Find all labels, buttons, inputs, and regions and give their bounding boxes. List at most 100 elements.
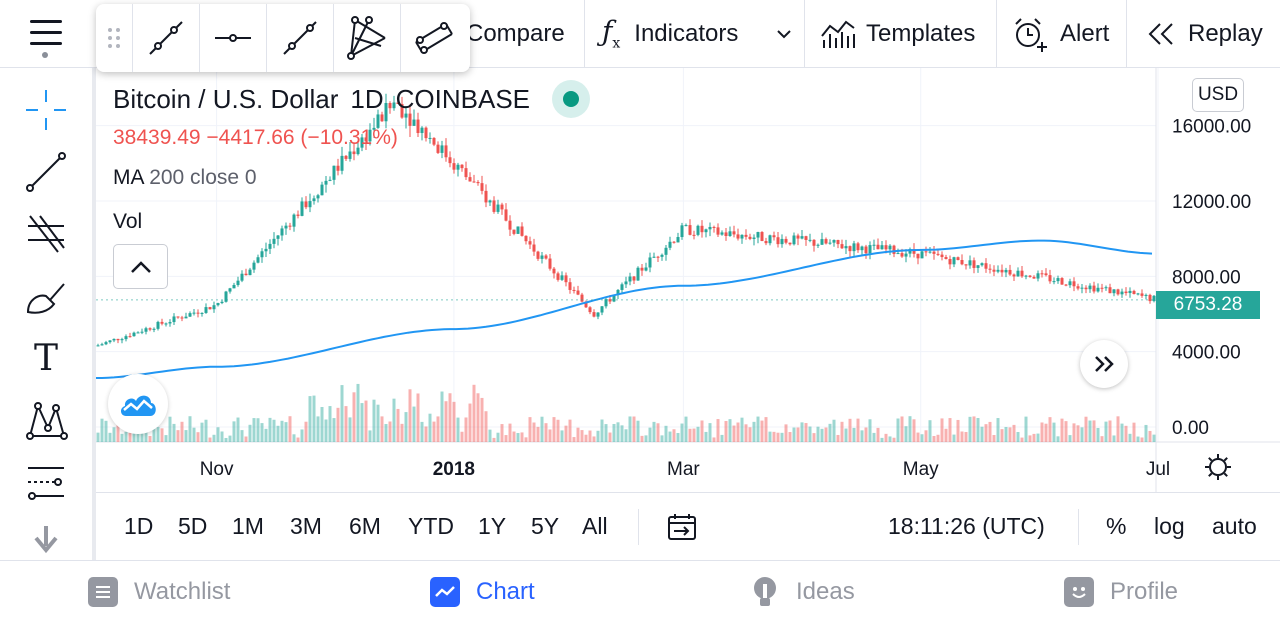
volume-bar	[252, 418, 256, 442]
market-status-indicator[interactable]	[552, 80, 591, 118]
nav-ideas[interactable]: Ideas	[750, 561, 855, 623]
candle-body	[616, 289, 620, 296]
go-to-date-button[interactable]	[666, 493, 698, 560]
volume-bar	[1012, 424, 1016, 442]
crosshair-tool[interactable]	[20, 84, 72, 136]
measure-tool[interactable]	[20, 456, 72, 508]
candle-body	[740, 234, 744, 239]
popup-horizontal-line-tool[interactable]	[199, 4, 266, 72]
candle-body	[704, 229, 708, 233]
volume-bar	[1132, 422, 1136, 442]
volume-bar	[484, 411, 488, 442]
popup-pitchfork-tool[interactable]	[333, 4, 400, 72]
range-1y[interactable]: 1Y	[478, 513, 507, 539]
volume-bar	[692, 428, 696, 442]
menu-button[interactable]	[20, 12, 70, 58]
range-1d[interactable]: 1D	[124, 513, 154, 539]
interval[interactable]: 1D	[350, 83, 384, 114]
volume-bar	[184, 430, 188, 442]
auto-scale-toggle[interactable]: auto	[1212, 513, 1257, 539]
volume-bar	[288, 416, 292, 442]
candle-body	[968, 260, 972, 266]
volume-bar	[120, 433, 124, 442]
range-5y[interactable]: 5Y	[531, 513, 560, 539]
candle-body	[388, 103, 392, 109]
toolbar-divider	[92, 68, 96, 560]
chart-pane[interactable]: 16000.00 12000.00 8000.00 4000.00 0.00 Nov 201…	[96, 68, 1280, 492]
volume-bar	[976, 417, 980, 442]
text-tool[interactable]: T	[20, 332, 72, 384]
nav-chart[interactable]: Chart	[430, 561, 535, 623]
indicators-dropdown[interactable]	[774, 0, 794, 67]
candle-body	[332, 165, 336, 180]
brush-tool[interactable]	[20, 270, 72, 322]
replay-button[interactable]: Replay	[1146, 0, 1263, 67]
currency-button[interactable]: USD	[1192, 78, 1244, 112]
chart-canvas[interactable]: 16000.00 12000.00 8000.00 4000.00 0.00 Nov 201…	[96, 68, 1280, 492]
volume-bar	[532, 422, 536, 442]
indicators-button[interactable]: ƒx Indicators	[602, 0, 738, 67]
candle-body	[280, 228, 284, 236]
more-tools-button[interactable]	[20, 520, 72, 560]
popup-trend-line-tool[interactable]	[132, 4, 199, 72]
tradingview-logo[interactable]	[108, 374, 168, 434]
compare-button[interactable]: Compare	[466, 0, 565, 67]
volume-bar	[708, 423, 712, 442]
candle-body	[632, 276, 636, 281]
nav-watchlist[interactable]: Watchlist	[88, 561, 230, 623]
volume-bar	[300, 429, 304, 442]
range-6m[interactable]: 6M	[349, 513, 381, 539]
candle-body	[180, 317, 184, 319]
nav-profile[interactable]: Profile	[1064, 561, 1178, 623]
volume-bar	[768, 431, 772, 442]
collapse-legend-button[interactable]	[113, 244, 168, 289]
settings-gear-tooth	[1223, 457, 1228, 462]
alert-button[interactable]: Alert	[1012, 0, 1109, 67]
candle-body	[252, 262, 256, 270]
range-3m[interactable]: 3M	[290, 513, 322, 539]
volume-bar	[660, 435, 664, 442]
ma-legend[interactable]: MA 200 close 0	[113, 166, 590, 190]
range-1m[interactable]: 1M	[232, 513, 264, 539]
scroll-to-realtime-button[interactable]	[1080, 340, 1128, 388]
volume-bar	[940, 418, 944, 442]
volume-bar	[572, 437, 576, 442]
range-5d[interactable]: 5D	[178, 513, 208, 539]
candle-body	[1000, 269, 1004, 273]
popup-ray-tool[interactable]	[266, 4, 333, 72]
volume-bar	[860, 430, 864, 442]
volume-bar	[336, 407, 340, 442]
fib-tool[interactable]	[20, 208, 72, 260]
volume-bar	[916, 432, 920, 442]
volume-bar	[776, 432, 780, 442]
templates-button[interactable]: Templates	[820, 0, 975, 67]
candle-body	[600, 306, 604, 313]
symbol-name[interactable]: Bitcoin / U.S. Dollar	[113, 83, 339, 114]
percent-scale-toggle[interactable]: %	[1106, 513, 1127, 539]
volume-bar	[1048, 417, 1052, 442]
volume-bar	[936, 434, 940, 442]
pattern-tool[interactable]	[20, 394, 72, 446]
candle-body	[120, 339, 124, 341]
clock[interactable]: 18:11:26 (UTC)	[888, 513, 1045, 539]
volume-bar	[1032, 433, 1036, 442]
candle-body	[200, 312, 204, 314]
candle-body	[912, 249, 916, 254]
grip-icon	[108, 28, 120, 48]
log-scale-toggle[interactable]: log	[1154, 513, 1185, 539]
alert-label: Alert	[1060, 19, 1110, 47]
popup-parallel-channel-tool[interactable]	[400, 4, 467, 72]
range-ytd[interactable]: YTD	[408, 513, 454, 539]
candle-body	[744, 234, 748, 237]
volume-bar	[396, 408, 400, 442]
candle-body	[712, 226, 716, 228]
trend-line-icon	[26, 152, 66, 192]
candle-body	[1144, 294, 1148, 296]
volume-legend[interactable]: Vol	[113, 210, 143, 233]
volume-bar	[592, 436, 596, 442]
range-all[interactable]: All	[582, 513, 608, 539]
candle-body	[184, 316, 188, 319]
settings-gear-icon[interactable]	[1209, 458, 1227, 476]
drag-handle[interactable]	[96, 4, 132, 72]
trend-line-tool[interactable]	[20, 146, 72, 198]
